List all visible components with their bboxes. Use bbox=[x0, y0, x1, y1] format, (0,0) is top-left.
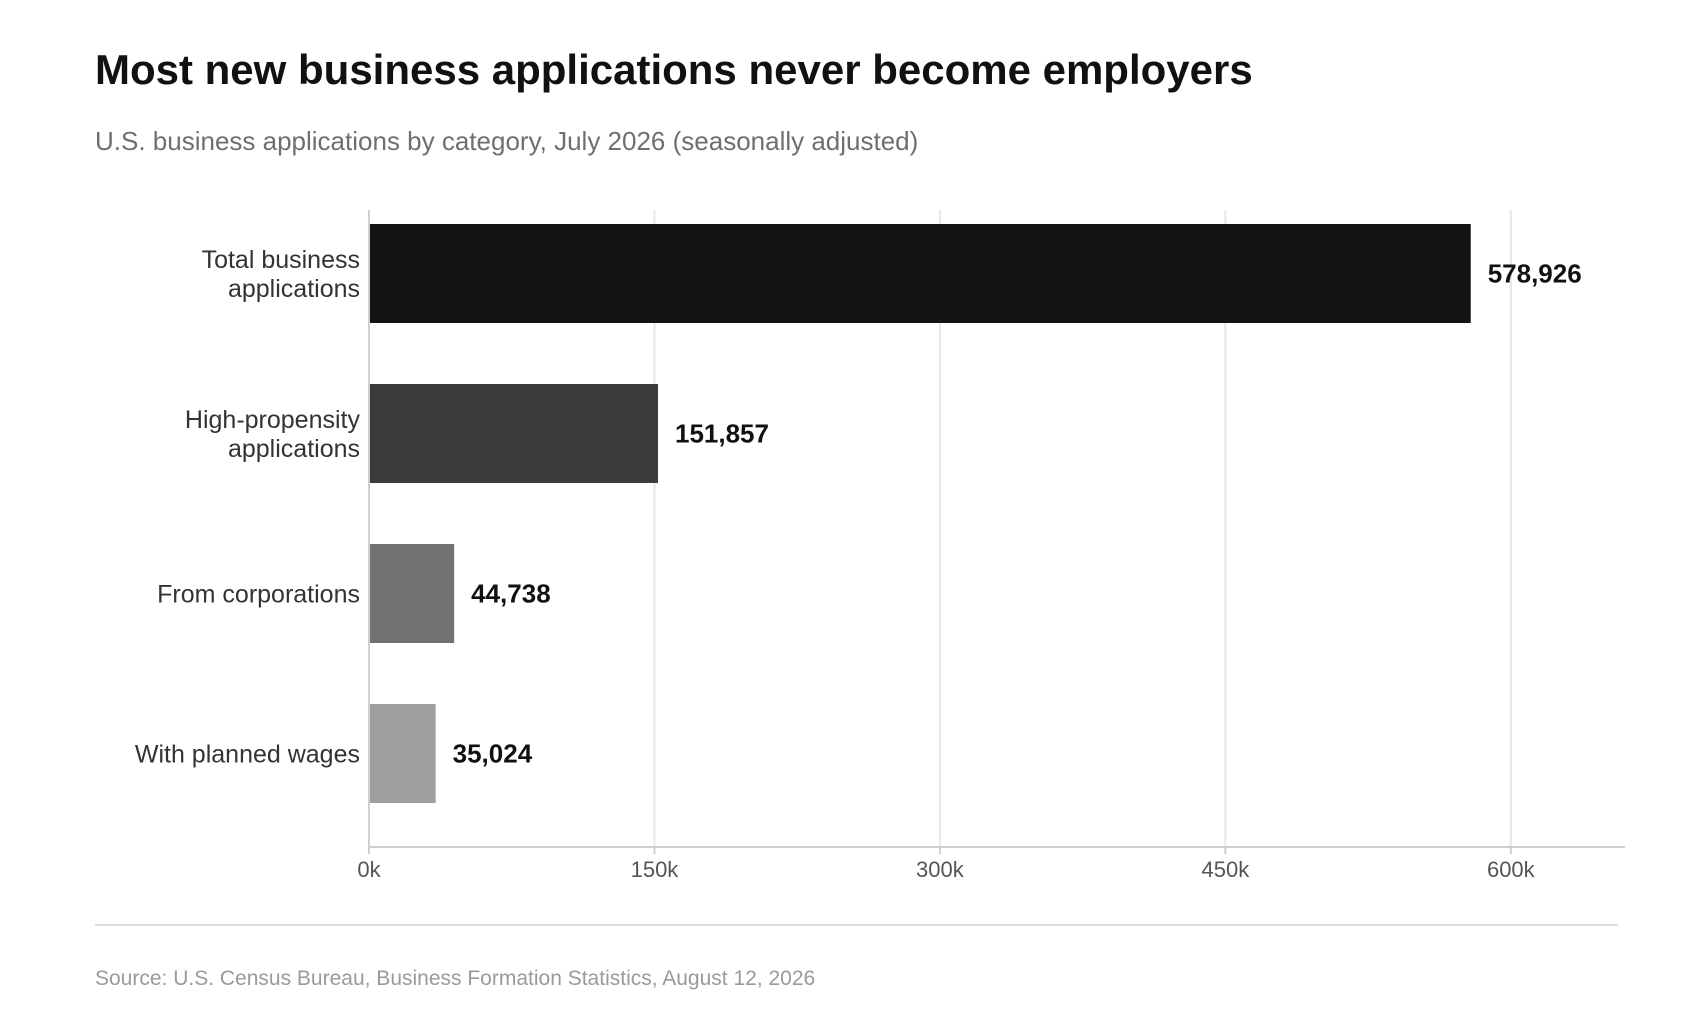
category-label: With planned wages bbox=[135, 741, 360, 769]
x-axis: 0k 150k 300k 450k 600k bbox=[357, 210, 1625, 882]
value-label: 35,024 bbox=[453, 739, 533, 769]
bars bbox=[369, 224, 1471, 803]
bar bbox=[369, 224, 1471, 323]
chart-title: Most new business applications never bec… bbox=[95, 46, 1253, 93]
x-tick-label: 300k bbox=[916, 857, 965, 882]
x-tick-label: 0k bbox=[357, 857, 381, 882]
x-tick-label: 150k bbox=[631, 857, 680, 882]
value-label: 578,926 bbox=[1488, 259, 1582, 289]
category-label: Total business bbox=[202, 246, 360, 274]
category-labels: Total businessapplicationsHigh-propensit… bbox=[135, 246, 361, 769]
category-label: applications bbox=[228, 435, 360, 463]
value-label: 44,738 bbox=[471, 579, 551, 609]
category-label: High-propensity bbox=[185, 406, 361, 434]
bar bbox=[369, 384, 658, 483]
source-note: Source: U.S. Census Bureau, Business For… bbox=[95, 967, 816, 990]
bar bbox=[369, 704, 436, 803]
value-label: 151,857 bbox=[675, 419, 769, 449]
bar bbox=[369, 544, 455, 643]
chart-subtitle: U.S. business applications by category, … bbox=[95, 126, 919, 156]
category-label: From corporations bbox=[157, 581, 360, 609]
x-tick-label: 600k bbox=[1487, 857, 1536, 882]
value-labels: 578,926 151,857 44,738 35,024 bbox=[453, 259, 1582, 769]
x-tick-label: 450k bbox=[1202, 857, 1251, 882]
category-label: applications bbox=[228, 275, 360, 303]
footer-divider bbox=[95, 924, 1618, 926]
